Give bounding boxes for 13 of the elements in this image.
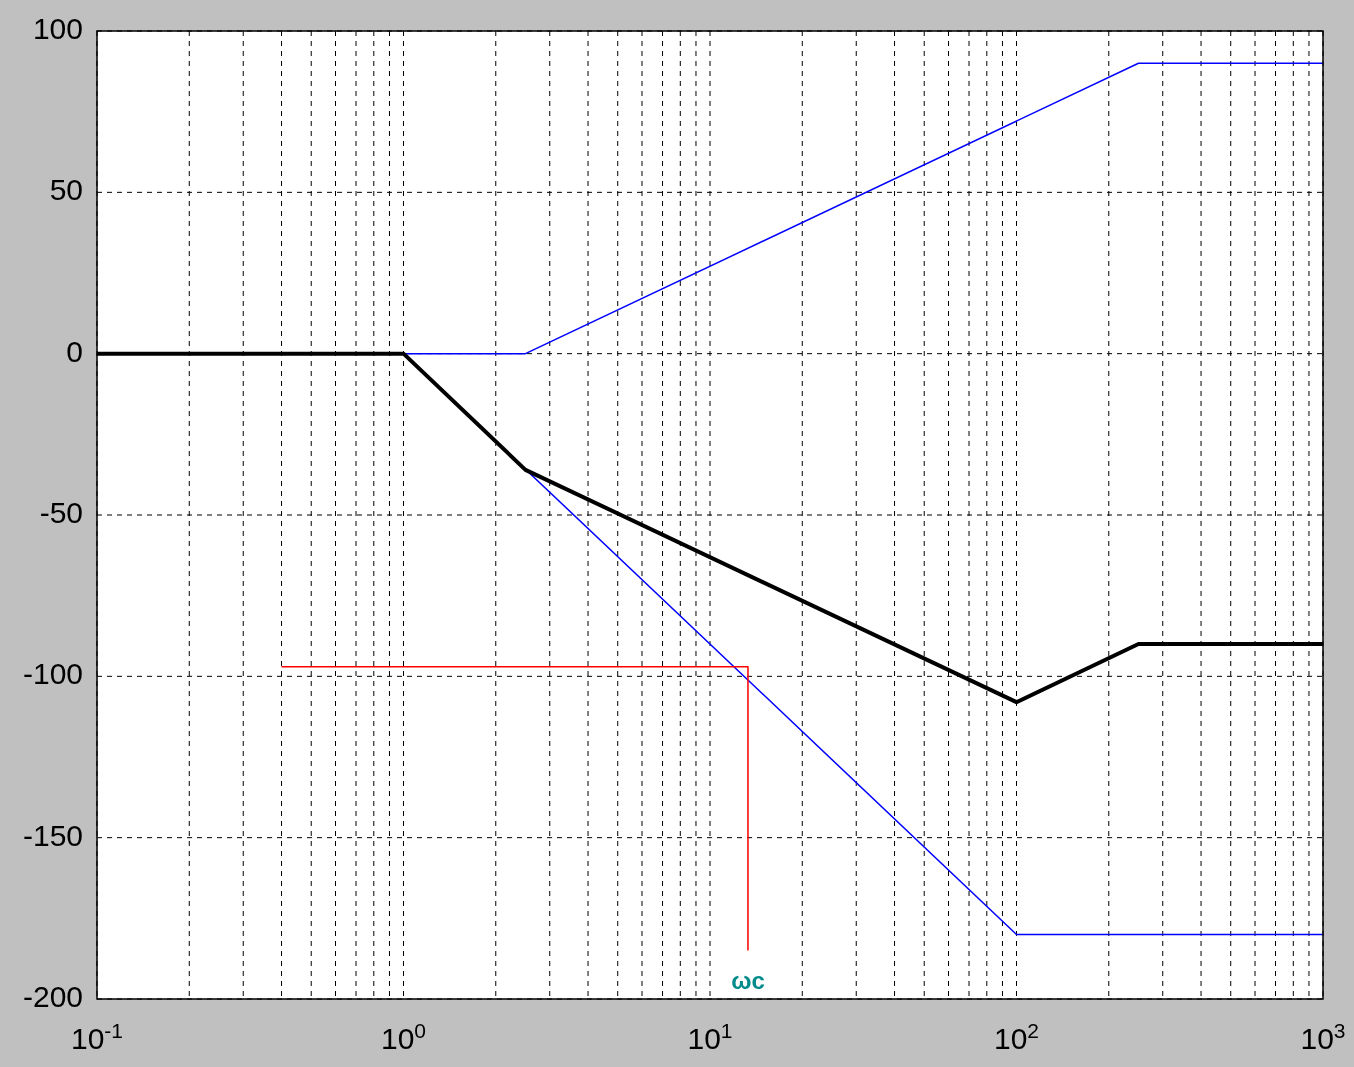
y-tick-label: -200 [22, 979, 83, 1013]
y-tick-label: -100 [22, 657, 83, 691]
y-tick-label: 100 [32, 11, 83, 45]
y-tick-label: 0 [66, 334, 83, 368]
annotation: ωc [731, 966, 765, 994]
y-tick-label: 50 [49, 173, 83, 207]
x-tick-label: 10$^{0}$ [380, 1018, 427, 1055]
y-tick-label: -50 [39, 495, 83, 529]
y-tick-label: -150 [22, 818, 83, 852]
x-tick-label: 10$^{2}$ [993, 1018, 1040, 1055]
x-tick-label: 10$^{1}$ [687, 1018, 733, 1055]
x-tick-label: 10$^{-1}$ [70, 1018, 124, 1055]
x-tick-label: 10$^{3}$ [1300, 1018, 1346, 1055]
